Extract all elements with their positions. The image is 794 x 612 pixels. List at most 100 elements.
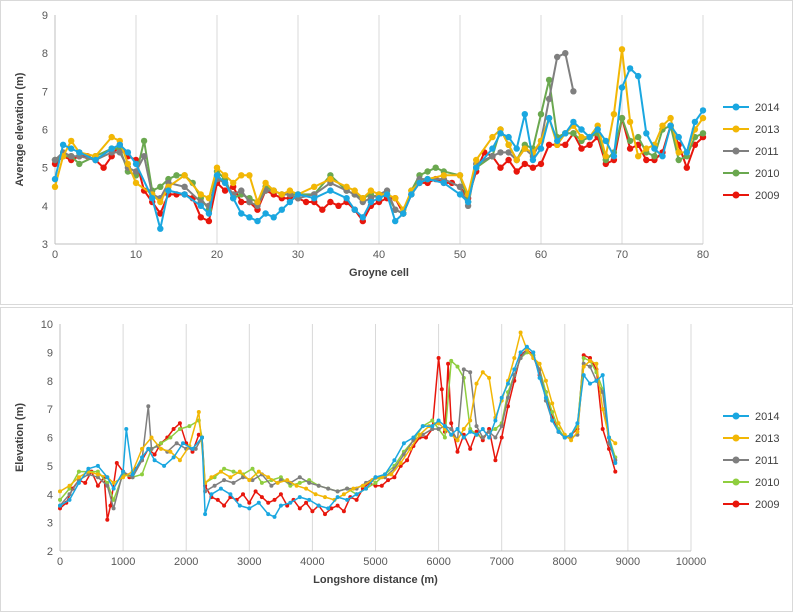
chart0-point-2010 xyxy=(570,130,577,137)
chart0-point-2013 xyxy=(262,179,269,187)
chart0-point-2011 xyxy=(246,198,253,206)
chart0-point-2014 xyxy=(92,156,99,164)
chart1-point-2009 xyxy=(354,497,359,502)
chart1-point-2013 xyxy=(537,361,542,366)
chart1-point-2013 xyxy=(121,475,126,480)
chart1-point-2013 xyxy=(58,489,62,494)
chart0-point-2010 xyxy=(157,183,164,190)
chart1-point-2014 xyxy=(449,432,454,437)
chart0-point-2014 xyxy=(59,141,67,148)
chart1-point-2014 xyxy=(364,486,368,491)
chart0-point-2011 xyxy=(132,168,140,175)
chart1-point-2010 xyxy=(250,466,255,471)
chart1-point-2013 xyxy=(594,361,599,366)
chart1-point-2011 xyxy=(480,435,485,440)
chart0-point-2014 xyxy=(205,210,213,217)
chart0-y-axis-title: Average elevation (m) xyxy=(14,72,26,186)
chart1-point-2011 xyxy=(105,483,110,488)
chart0-point-2014 xyxy=(327,187,334,194)
chart1-point-2013 xyxy=(512,356,517,360)
chart1-point-2014 xyxy=(524,344,529,349)
chart0-point-2013 xyxy=(286,187,294,194)
chart1-point-2010 xyxy=(111,497,116,502)
chart1-point-2009 xyxy=(446,361,451,366)
chart0-point-2009 xyxy=(238,198,245,206)
chart1-point-2014 xyxy=(209,492,214,497)
chart0-point-2013 xyxy=(278,191,285,198)
chart1-point-2013 xyxy=(351,486,356,491)
chart1-x-axis-title: Longshore distance (m) xyxy=(313,574,438,586)
chart1-point-2011 xyxy=(86,472,91,477)
chart1-point-2009 xyxy=(335,503,340,508)
chart1-point-2009 xyxy=(95,483,100,488)
chart1-legend-marker xyxy=(732,456,740,464)
chart0-point-2014 xyxy=(529,156,537,164)
chart0-point-2011 xyxy=(116,149,124,156)
chart0-point-2013 xyxy=(659,122,666,129)
chart0-point-2014 xyxy=(157,225,164,232)
chart1-point-2009 xyxy=(171,427,176,431)
chart1-point-2010 xyxy=(76,469,81,474)
chart1-point-2014 xyxy=(468,429,473,434)
chart0-point-2013 xyxy=(610,111,618,118)
chart1-x-tick-label: 5000 xyxy=(363,556,387,568)
chart0-point-2014 xyxy=(562,130,569,137)
chart1-point-2014 xyxy=(237,503,242,508)
chart1-point-2013 xyxy=(275,480,280,485)
chart1-legend-label: 2014 xyxy=(755,411,779,423)
chart1-legend-marker xyxy=(732,412,740,420)
chart0-point-2010 xyxy=(651,153,658,160)
chart0-point-2014 xyxy=(408,191,415,198)
chart0-point-2011 xyxy=(51,156,59,164)
chart1-point-2013 xyxy=(613,441,618,446)
chart1-point-2011 xyxy=(149,446,154,451)
chart1-point-2009 xyxy=(487,427,492,431)
chart1-point-2013 xyxy=(600,407,605,412)
chart0-point-2011 xyxy=(68,153,75,160)
chart1-point-2009 xyxy=(304,500,309,505)
chart1-point-2014 xyxy=(76,480,81,485)
chart1-point-2009 xyxy=(108,503,113,508)
chart0-y-tick-label: 9 xyxy=(42,10,48,22)
chart0-point-2014 xyxy=(699,107,707,114)
chart0-point-2009 xyxy=(586,141,593,148)
chart1-point-2011 xyxy=(326,486,331,491)
chart1-point-2009 xyxy=(386,478,391,483)
chart1-legend-item-2013: 2013 xyxy=(723,433,779,445)
chart0-point-2011 xyxy=(570,88,577,95)
chart0-point-2014 xyxy=(230,195,237,202)
chart1-point-2013 xyxy=(556,421,561,426)
chart1-point-2013 xyxy=(408,446,413,451)
chart0-line-2014 xyxy=(54,67,704,230)
chart0-point-2013 xyxy=(343,183,350,190)
chart0-y-tick-label: 3 xyxy=(42,239,48,251)
chart0-point-2009 xyxy=(562,141,569,148)
chart0-point-2014 xyxy=(497,130,504,137)
chart0-point-2013 xyxy=(359,195,366,202)
chart0-point-2011 xyxy=(497,149,504,156)
chart0-point-2013 xyxy=(578,133,585,141)
chart1-point-2009 xyxy=(278,492,283,497)
chart1-point-2014 xyxy=(95,463,100,468)
chart-panel-groyne-cell: 0 10 20 30 40 50 60 70 80 3 4 5 6 7 8 9 Groyne cell Avera… xyxy=(0,0,793,305)
chart0-point-2014 xyxy=(456,191,464,198)
chart0-point-2014 xyxy=(473,164,480,171)
chart1-point-2011 xyxy=(449,427,454,431)
chart0-point-2013 xyxy=(351,187,358,194)
chart0-legend-item-2010: 2010 xyxy=(723,168,779,180)
chart0-point-2014 xyxy=(545,114,553,122)
chart1-point-2013 xyxy=(474,381,479,386)
chart1-point-2009 xyxy=(196,432,201,437)
chart0-point-2013 xyxy=(602,153,609,160)
chart0-point-2013 xyxy=(618,46,626,53)
chart0-point-2014 xyxy=(375,195,383,202)
chart0-point-2009 xyxy=(505,156,512,164)
chart0-series-2014 xyxy=(51,65,707,232)
chart1-point-2014 xyxy=(518,350,523,355)
chart0-point-2009 xyxy=(626,145,634,152)
chart1-point-2014 xyxy=(228,492,233,497)
chart0-point-2011 xyxy=(562,50,569,57)
chart1-point-2014 xyxy=(430,424,435,429)
chart1-point-2011 xyxy=(111,506,116,511)
chart0-point-2010 xyxy=(618,114,626,122)
